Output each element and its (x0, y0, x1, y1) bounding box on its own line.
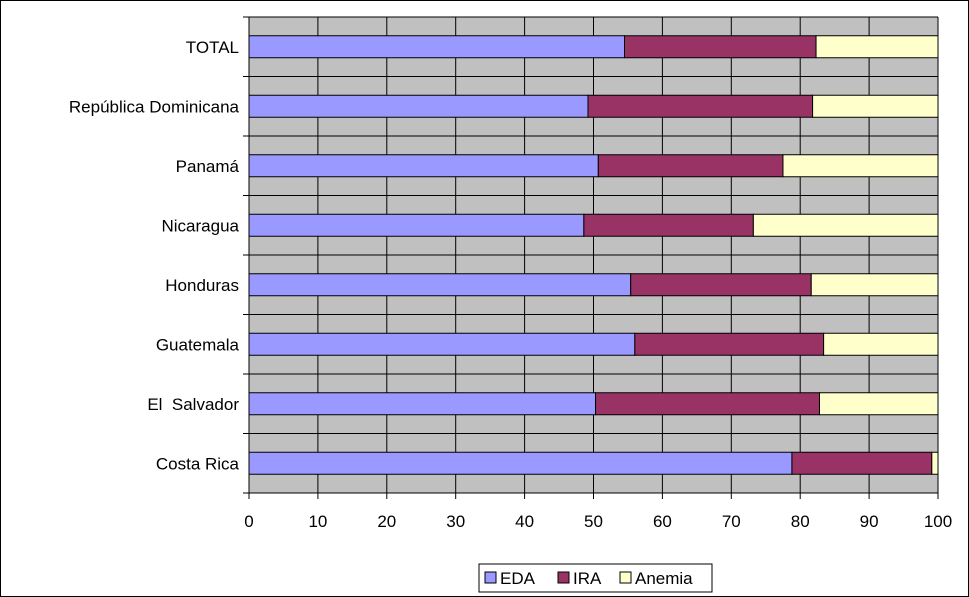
bar-anemia (823, 332, 939, 356)
bar-anemia (752, 213, 939, 237)
bar-ira (587, 94, 814, 118)
legend-label-anemia: Anemia (635, 569, 693, 588)
x-tick-label: 90 (860, 512, 879, 531)
bar-ira (597, 154, 784, 178)
bar-ira (583, 213, 754, 237)
category-label: Panamá (176, 157, 240, 176)
legend-label-ira: IRA (573, 569, 602, 588)
bar-anemia (931, 451, 939, 475)
bar-eda (248, 213, 585, 237)
x-tick-label: 100 (924, 512, 952, 531)
bar-anemia (818, 392, 939, 416)
bar-ira (791, 451, 933, 475)
x-tick-label: 60 (653, 512, 672, 531)
bar-anemia (810, 273, 939, 297)
x-tick-label: 10 (308, 512, 327, 531)
bar-eda (248, 273, 632, 297)
bar-anemia (782, 154, 939, 178)
bar-ira (634, 332, 825, 356)
category-label: El Salvador (147, 395, 239, 414)
category-label: Costa Rica (156, 454, 240, 473)
bar-ira (630, 273, 812, 297)
bar-eda (248, 154, 599, 178)
category-label: TOTAL (186, 38, 239, 57)
bar-anemia (812, 94, 939, 118)
x-tick-label: 70 (722, 512, 741, 531)
legend-label-eda: EDA (500, 569, 536, 588)
x-tick-label: 20 (377, 512, 396, 531)
x-tick-label: 80 (791, 512, 810, 531)
category-label: Honduras (165, 276, 239, 295)
bar-eda (248, 332, 636, 356)
bar-ira (595, 392, 820, 416)
category-label: Nicaragua (162, 216, 240, 235)
legend-swatch-eda (484, 571, 497, 584)
category-label: República Dominicana (69, 97, 240, 116)
bar-eda (248, 94, 589, 118)
legend-box (478, 563, 713, 593)
x-tick-label: 40 (515, 512, 534, 531)
bar-anemia (815, 35, 939, 59)
legend-swatch-ira (557, 571, 570, 584)
x-tick-label: 50 (584, 512, 603, 531)
legend-swatch-anemia (619, 571, 632, 584)
bar-eda (248, 392, 597, 416)
x-tick-label: 30 (446, 512, 465, 531)
category-label: Guatemala (156, 335, 240, 354)
bar-ira (624, 35, 817, 59)
bar-eda (248, 35, 626, 59)
x-tick-label: 0 (244, 512, 253, 531)
bar-eda (248, 451, 793, 475)
